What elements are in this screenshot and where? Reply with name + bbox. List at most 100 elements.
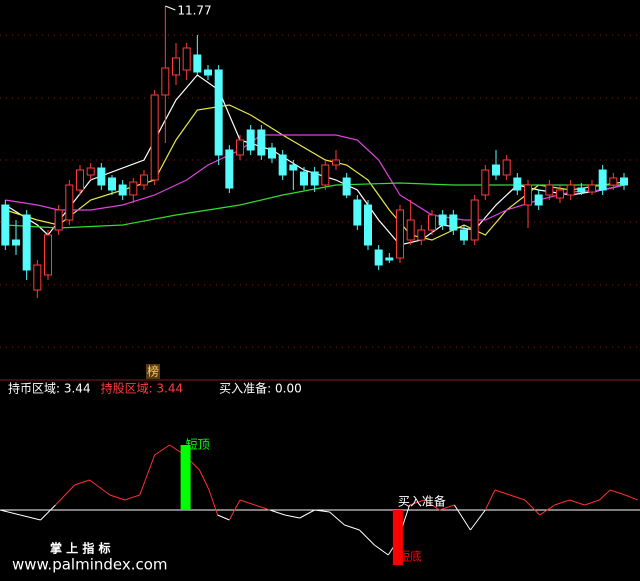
indicator-segment [199,469,210,491]
signal-label: 短顶 [186,438,210,452]
candle-body [364,204,372,246]
indicator-segment [584,499,600,506]
indicator-segment [539,504,555,516]
indicator-segment [314,509,330,513]
candle-body [22,214,31,271]
candle-body [33,264,42,291]
candle-body [406,219,415,241]
indicator-segment [484,489,496,511]
indicator-segment [284,514,300,519]
candle-body [417,229,426,241]
indicator-segment [599,489,611,501]
candle-body [534,194,543,206]
badge-box [146,364,160,379]
indicator-segment [208,489,219,516]
legend-entry: 持股区域: 3.44 [101,381,184,396]
candle-body [332,159,340,166]
watermark-url: www.palmindex.com [12,556,168,574]
candle-body [65,184,74,221]
indicator-segment [569,499,585,506]
indicator-segment [40,504,56,521]
indicator-segment [154,444,170,456]
candle-body [246,129,255,151]
candle-body [289,164,298,171]
candle-body [609,177,618,186]
indicator-segment [109,494,125,501]
indicator-segment [139,454,156,496]
indicator-segment [74,479,90,486]
indicator-segment [469,509,486,531]
candle-body [214,69,223,156]
badge: 榜 [147,364,159,379]
indicator-segment [409,499,425,506]
indicator-segment [55,484,76,506]
legend-entry: 持币区域: 3.44 [8,381,91,396]
candle-body [12,239,20,246]
candle-body [385,257,394,261]
candle-body [204,69,212,76]
indicator-segment [329,511,345,526]
candle-body [353,199,362,226]
annotation: 买入准备 [398,495,446,509]
candle-body [577,187,586,193]
candle-body [428,214,436,231]
high-label: 11.77 [177,4,211,18]
indicator-segment [239,499,256,506]
indicator-segment [609,489,626,496]
candle-body [97,167,106,186]
indicator-segment [254,504,271,511]
candle-body [1,204,10,246]
indicator-segment [89,479,111,496]
signal-bar [392,510,403,565]
candle-body [236,139,244,156]
high-pointer [165,5,176,11]
candle-body [225,149,234,189]
indicator-segment [509,494,525,501]
indicator-segment [624,494,639,501]
candle-body [278,154,287,176]
candle-body [172,57,180,76]
candle-body [524,184,532,206]
moving-average [5,134,625,221]
candle-body [620,177,628,186]
indicator-segment [439,504,455,511]
candle-body [502,159,511,176]
candle-body [481,169,490,196]
indicator-segment [217,514,230,521]
candle-body [300,171,308,186]
candle-body [588,184,596,193]
candle-body [545,184,554,196]
candle-body [257,129,266,156]
candle-body [108,177,116,191]
candle-body [513,177,522,191]
candle-body [129,181,138,196]
candle-body [492,164,500,176]
candle-body [140,174,148,186]
candle-body [54,209,63,231]
indicator-segment [359,529,375,546]
indicator-segment [453,504,471,531]
candle-body [182,47,191,71]
candle-body [76,169,84,191]
candle-body [438,214,447,226]
indicator-segment [424,499,440,511]
candle-body [470,199,479,241]
indicator-segment [228,499,241,521]
indicator-segment [299,509,315,519]
signal-label: 短底 [398,549,422,564]
indicator-segment [494,489,511,496]
candle-body [161,67,170,96]
candle-body [566,184,575,196]
indicator-segment [0,509,21,516]
indicator-segment [374,544,389,556]
candle-body [310,171,319,186]
candle-body [342,177,351,196]
legend-entry: 买入准备: 0.00 [219,382,302,396]
candle-body [44,234,52,276]
indicator-segment [20,514,41,521]
candle-body [150,94,159,181]
indicator-segment [344,524,360,531]
candle-body [449,214,458,231]
